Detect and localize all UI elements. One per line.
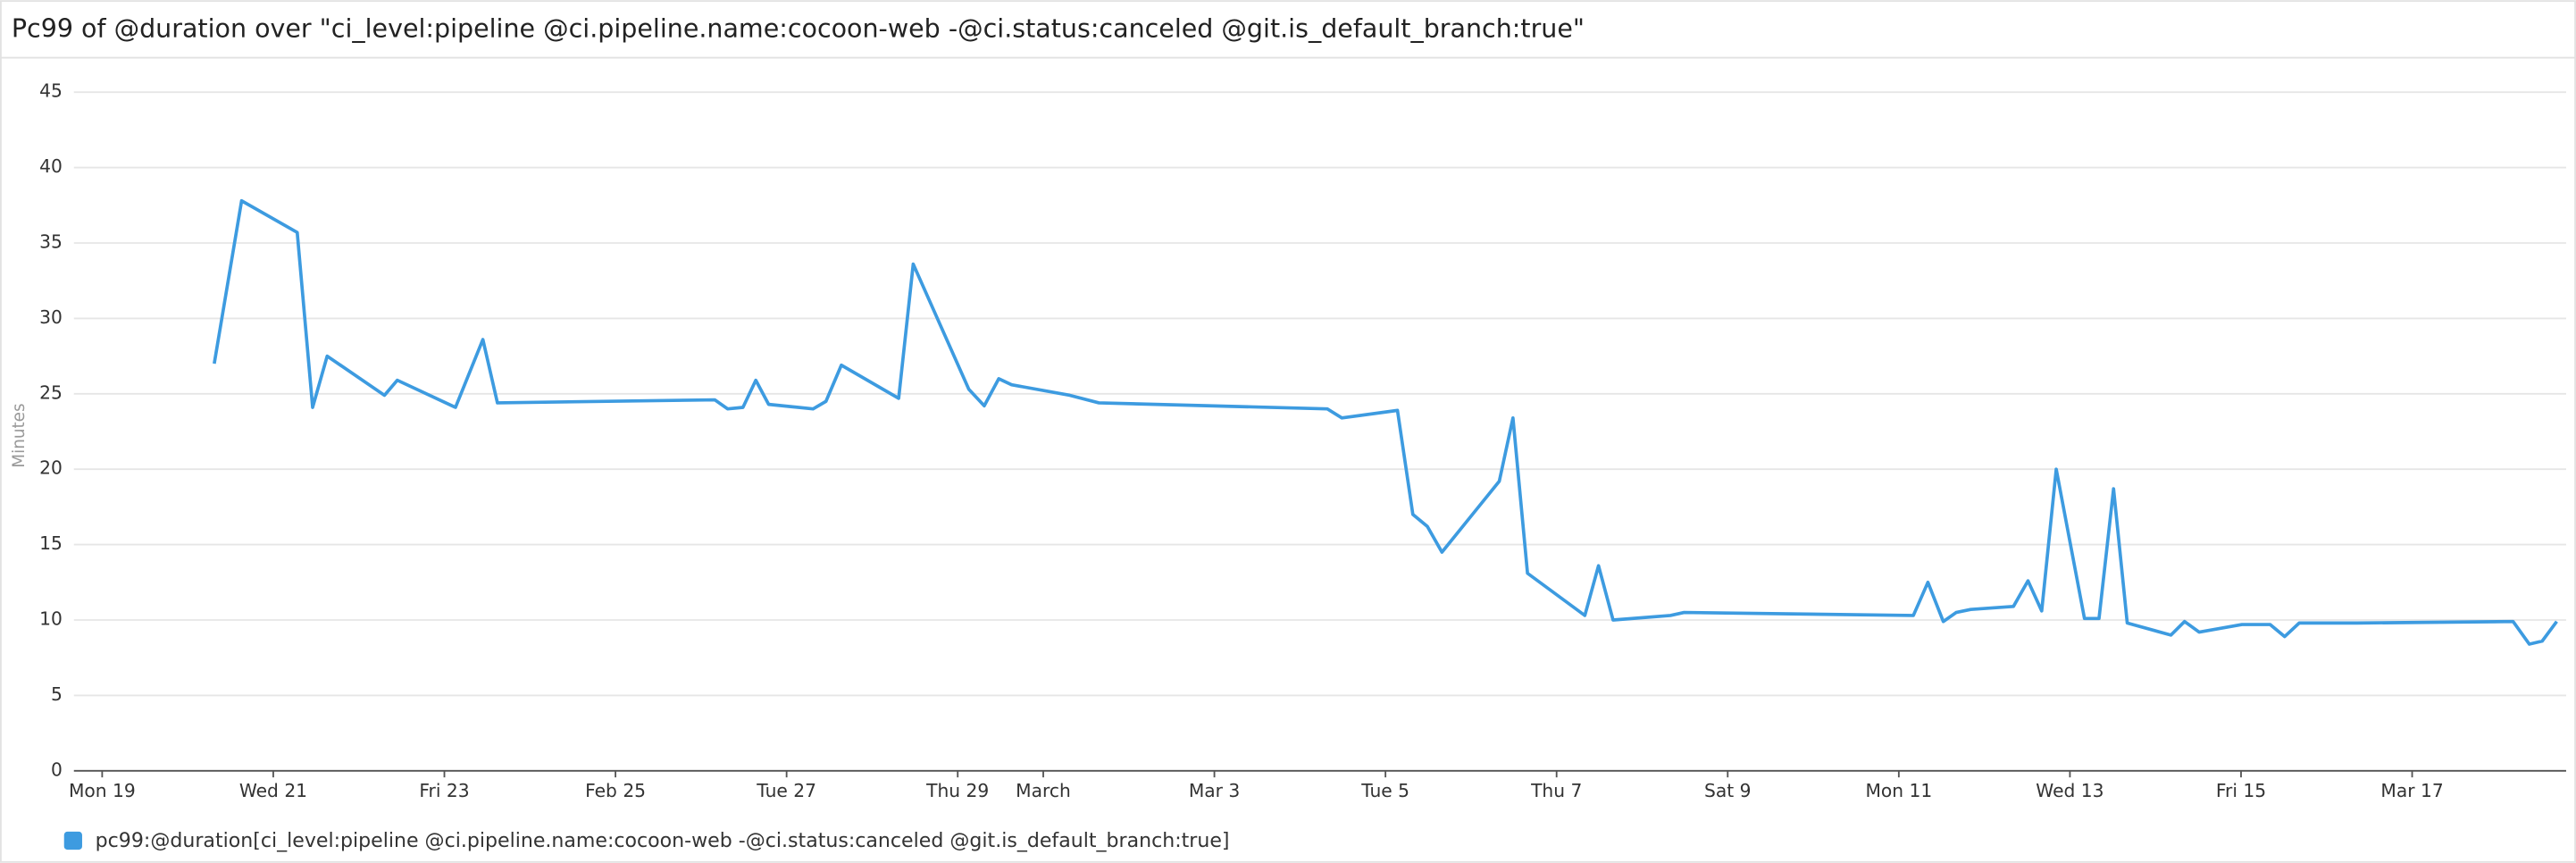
x-tick-label: Thu 7: [1530, 780, 1582, 801]
y-tick-label: 30: [39, 306, 63, 328]
y-tick-label: 10: [39, 608, 63, 630]
x-tick-label: Wed 21: [239, 780, 307, 801]
y-tick-label: 20: [39, 457, 63, 479]
x-tick-label: Fri 15: [2216, 780, 2266, 801]
x-tick-label: Mar 17: [2380, 780, 2443, 801]
series-line: [213, 198, 2558, 646]
x-tick-label: Thu 29: [925, 780, 989, 801]
x-tick-label: Tue 5: [1360, 780, 1409, 801]
x-tick-label: Wed 13: [2036, 780, 2103, 801]
widget-title: Pc99 of @duration over "ci_level:pipelin…: [12, 13, 1585, 43]
legend: pc99:@duration[ci_level:pipeline @ci.pip…: [63, 830, 1230, 852]
y-tick-label: 15: [39, 532, 63, 554]
y-tick-label: 35: [39, 230, 63, 252]
x-tick-label: Fri 23: [419, 780, 469, 801]
x-tick-label: March: [1016, 780, 1071, 801]
y-tick-label: 0: [51, 758, 63, 780]
y-tick-label: 45: [39, 80, 63, 102]
x-tick-label: Feb 25: [585, 780, 646, 801]
legend-label[interactable]: pc99:@duration[ci_level:pipeline @ci.pip…: [96, 830, 1230, 852]
y-tick-label: 25: [39, 381, 63, 403]
x-tick-label: Mon 19: [69, 780, 136, 801]
y-tick-label: 40: [39, 155, 63, 177]
y-axis-label: Minutes: [10, 403, 29, 467]
x-tick-label: Mar 3: [1189, 780, 1240, 801]
legend-swatch: [63, 831, 82, 850]
x-tick-label: Mon 11: [1865, 780, 1932, 801]
x-tick-label: Tue 27: [756, 780, 816, 801]
x-tick-label: Sat 9: [1704, 780, 1751, 801]
y-tick-label: 5: [51, 683, 63, 705]
